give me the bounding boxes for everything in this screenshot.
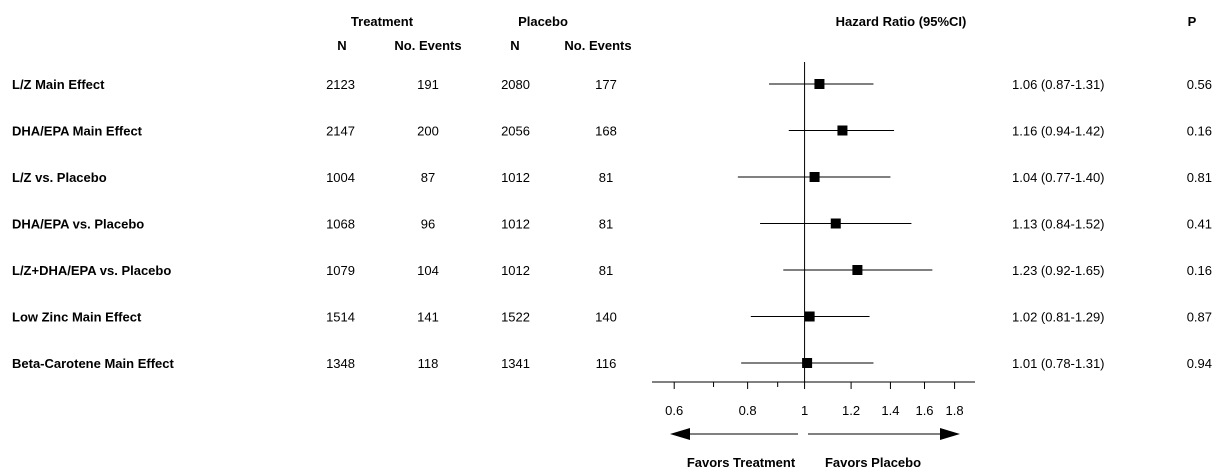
treatment-events-value: 96 [421, 217, 435, 232]
p-value: 0.56 [1187, 77, 1212, 92]
favors-treatment-arrowhead [670, 428, 690, 440]
placebo-n-value: 2080 [501, 77, 530, 92]
treatment-n-value: 1068 [326, 217, 355, 232]
placebo-events-value: 81 [599, 217, 613, 232]
table-row: L/Z vs. Placebo 1004 87 1012 81 1.04 (0.77-1.… [12, 170, 1212, 185]
row-label: L/Z vs. Placebo [12, 170, 107, 185]
x-tick-label: 1.8 [946, 403, 964, 418]
x-tick-label: 1.4 [881, 403, 899, 418]
point-estimate-marker [837, 125, 848, 136]
x-tick-label: 1.2 [842, 403, 860, 418]
treatment-events-value: 200 [417, 124, 439, 139]
hazard-ratio-header: Hazard Ratio (95%CI) [836, 14, 967, 29]
hazard-ratio-ci-value: 1.16 (0.94-1.42) [1012, 124, 1105, 139]
placebo-n-header: N [510, 38, 519, 53]
x-axis-ticks: 0.6 0.8 1 1.2 1.4 1.6 1.8 [665, 382, 964, 418]
p-value-header: P [1188, 14, 1197, 29]
favors-placebo-arrowhead [940, 428, 960, 440]
table-row: L/Z Main Effect 2123 191 2080 177 1.06 (0.87-… [12, 77, 1212, 92]
placebo-events-value: 168 [595, 124, 617, 139]
table-row: DHA/EPA vs. Placebo 1068 96 1012 81 1.13 (0.8… [12, 217, 1212, 232]
placebo-header: Placebo [518, 14, 568, 29]
table-row: Beta-Carotene Main Effect 1348 118 1341 116 1… [12, 356, 1212, 371]
treatment-n-value: 1079 [326, 263, 355, 278]
point-estimate-marker [830, 218, 841, 229]
row-label: Beta-Carotene Main Effect [12, 356, 174, 371]
row-label: DHA/EPA vs. Placebo [12, 217, 144, 232]
point-estimate-marker [852, 265, 863, 275]
treatment-n-value: 2147 [326, 124, 355, 139]
placebo-n-value: 1012 [501, 217, 530, 232]
row-label: L/Z+DHA/EPA vs. Placebo [12, 263, 171, 278]
favors-treatment-label: Favors Treatment [687, 455, 796, 470]
placebo-n-value: 1522 [501, 310, 530, 325]
hazard-ratio-ci-value: 1.04 (0.77-1.40) [1012, 170, 1105, 185]
table-row: L/Z+DHA/EPA vs. Placebo 1079 104 1012 81 1.23… [12, 263, 1212, 278]
point-estimate-marker [804, 311, 815, 322]
p-value: 0.87 [1187, 310, 1212, 325]
p-value: 0.16 [1187, 263, 1212, 278]
x-tick-label: 0.6 [665, 403, 683, 418]
placebo-n-value: 1012 [501, 263, 530, 278]
point-estimate-marker [802, 358, 813, 368]
treatment-events-header: No. Events [394, 38, 461, 53]
placebo-events-value: 177 [595, 77, 617, 92]
placebo-events-value: 81 [599, 263, 613, 278]
placebo-n-value: 2056 [501, 124, 530, 139]
treatment-n-value: 1514 [326, 310, 355, 325]
treatment-events-value: 118 [418, 356, 439, 371]
placebo-events-value: 81 [599, 170, 613, 185]
row-label: DHA/EPA Main Effect [12, 124, 143, 139]
x-tick-label: 1.6 [915, 403, 933, 418]
p-value: 0.41 [1187, 217, 1212, 232]
treatment-n-value: 1004 [326, 170, 355, 185]
placebo-n-value: 1012 [501, 170, 530, 185]
point-estimate-marker [814, 79, 825, 89]
table-row: Low Zinc Main Effect 1514 141 1522 140 1.02 (… [12, 310, 1212, 325]
direction-arrows [670, 428, 960, 440]
row-label: L/Z Main Effect [12, 77, 105, 92]
placebo-events-value: 116 [596, 356, 617, 371]
treatment-events-value: 191 [417, 77, 439, 92]
treatment-header: Treatment [351, 14, 414, 29]
x-tick-label: 1 [801, 403, 808, 418]
hazard-ratio-ci-value: 1.01 (0.78-1.31) [1012, 356, 1105, 371]
point-estimate-marker [809, 172, 820, 182]
treatment-n-value: 1348 [326, 356, 355, 371]
table-rows: L/Z Main Effect 2123 191 2080 177 1.06 (0.87-… [12, 77, 1212, 371]
x-tick-label: 0.8 [739, 403, 757, 418]
p-value: 0.16 [1187, 124, 1212, 139]
row-label: Low Zinc Main Effect [12, 310, 142, 325]
hazard-ratio-ci-value: 1.02 (0.81-1.29) [1012, 310, 1105, 325]
placebo-n-value: 1341 [501, 356, 530, 371]
favors-placebo-label: Favors Placebo [825, 455, 921, 470]
p-value: 0.94 [1187, 356, 1212, 371]
treatment-events-value: 104 [417, 263, 439, 278]
placebo-events-value: 140 [595, 310, 617, 325]
hazard-ratio-ci-value: 1.06 (0.87-1.31) [1012, 77, 1105, 92]
table-row: DHA/EPA Main Effect 2147 200 2056 168 1.16 (0… [12, 124, 1212, 139]
p-value: 0.81 [1187, 170, 1212, 185]
treatment-events-value: 141 [417, 310, 439, 325]
hazard-ratio-ci-value: 1.23 (0.92-1.65) [1012, 263, 1105, 278]
treatment-events-value: 87 [421, 170, 435, 185]
hazard-ratio-ci-value: 1.13 (0.84-1.52) [1012, 217, 1105, 232]
treatment-n-value: 2123 [326, 77, 355, 92]
placebo-events-header: No. Events [564, 38, 631, 53]
treatment-n-header: N [337, 38, 346, 53]
